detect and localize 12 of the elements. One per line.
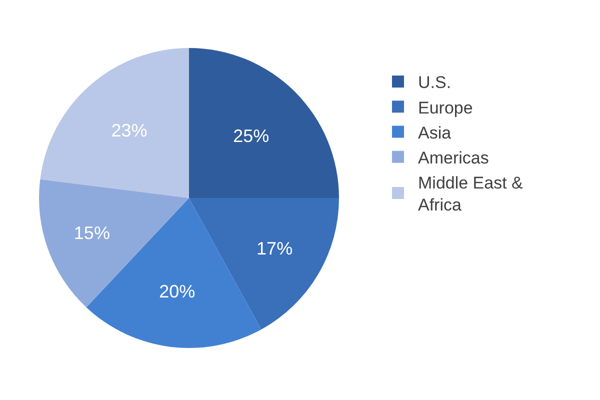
legend-label: Americas (418, 148, 489, 168)
pie-slice (189, 48, 339, 198)
legend-label: Middle East & Africa (418, 174, 524, 215)
legend-label: Europe (418, 98, 473, 118)
pie-slice (40, 48, 189, 198)
data-label: 25% (233, 126, 270, 146)
legend-label: U.S. (418, 73, 452, 92)
data-label: 15% (74, 222, 110, 243)
data-label: 17% (256, 238, 293, 259)
data-label: 23% (111, 120, 148, 140)
data-label: 20% (159, 282, 196, 302)
legend-label: Asia (418, 123, 452, 142)
